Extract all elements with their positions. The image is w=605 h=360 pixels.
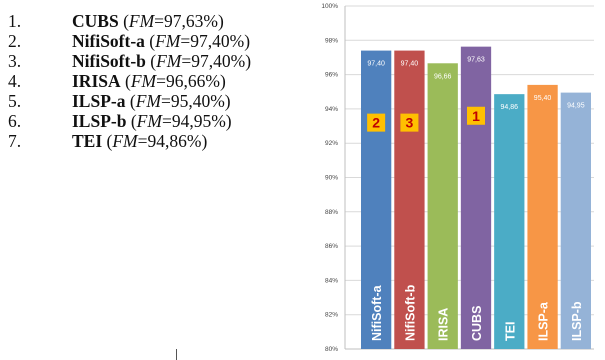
fm-label: FM (136, 111, 162, 131)
open-paren: ( (129, 91, 136, 111)
bar-value-label: 97,63 (467, 57, 485, 64)
rank-number: 7. (8, 131, 22, 151)
rank-number: 2. (8, 31, 22, 51)
bar (527, 84, 558, 349)
bar (427, 63, 458, 349)
fm-value: =94,86% (137, 131, 202, 151)
team-name: CUBS (72, 11, 119, 31)
close-paren: ) (218, 11, 224, 31)
fm-label: FM (156, 51, 182, 71)
rank-badge (367, 113, 386, 132)
close-paren: ) (201, 131, 208, 151)
category-label: NifiSoft-b (403, 284, 417, 341)
team-name: ILSP-a (72, 91, 126, 111)
team-name: ILSP-b (72, 111, 127, 131)
ranking-list: 1. CUBS (FM=97,63%) 2. NifiSoft-a (FM=97,40… (8, 11, 251, 151)
y-tick-label: 98% (325, 37, 338, 44)
rank-badge-number: 1 (472, 108, 480, 124)
y-tick-label: 86% (325, 243, 338, 250)
bar-value-label: 95,40 (534, 95, 552, 102)
bar-value-label: 94,86 (501, 104, 519, 111)
ranking-item: 7. TEI (FM=94,86%) (8, 131, 251, 151)
fm-value: =95,40% (160, 91, 225, 111)
category-label: CUBS (470, 306, 484, 341)
rank-number: 5. (8, 91, 22, 111)
bar (560, 92, 591, 350)
category-label: TEI (503, 322, 517, 341)
fm-label: FM (135, 91, 161, 111)
category-label: ILSP-a (537, 301, 551, 341)
close-paren: ) (219, 71, 226, 91)
category-label: IRISA (437, 308, 451, 341)
bar-value-label: 96,66 (434, 73, 452, 80)
y-tick-label: 80% (325, 346, 338, 353)
open-paren: ( (125, 71, 131, 91)
fm-label: FM (130, 71, 157, 91)
bar (394, 50, 425, 350)
y-tick-label: 92% (325, 140, 338, 147)
y-tick-label: 96% (325, 72, 338, 79)
rank-badge (467, 106, 485, 125)
category-label: NifiSoft-a (370, 284, 384, 341)
open-paren: ( (130, 111, 137, 131)
bar (494, 94, 525, 349)
y-tick-label: 100% (321, 3, 338, 10)
team-name: IRISA (72, 71, 121, 91)
y-tick-label: 94% (325, 106, 338, 113)
fm-label: FM (112, 131, 138, 151)
close-paren: ) (224, 91, 231, 111)
category-label: ILSP-b (570, 301, 584, 341)
ranking-item: 2. NifiSoft-a (FM=97,40%) (8, 31, 251, 51)
fm-value: =94,95% (161, 111, 226, 131)
open-paren: ( (106, 131, 113, 151)
team-name: NifiSoft-a (72, 31, 145, 51)
ranking-item: 4. IRISA (FM=96,66%) (8, 71, 251, 91)
fm-value: =97,63% (154, 11, 218, 31)
ranking-item: 3. NifiSoft-b (FM=97,40%) (8, 51, 251, 71)
bar (361, 50, 392, 350)
y-tick-label: 90% (325, 175, 338, 182)
team-name: TEI (72, 131, 103, 151)
rank-badge (400, 113, 419, 132)
bar-chart: 80% 82% 84% 86% 88% 90% 92% 94% 96% 98% 100% 97,40 N… (321, 3, 594, 353)
open-paren: ( (149, 31, 156, 51)
rank-badge-number: 3 (406, 115, 414, 131)
fm-label: FM (155, 31, 181, 51)
open-paren: ( (150, 51, 157, 71)
bar-value-label: 97,40 (367, 61, 385, 68)
close-paren: ) (244, 31, 251, 51)
fm-label: FM (128, 11, 155, 31)
fm-value: =96,66% (156, 71, 220, 91)
team-name: NifiSoft-b (72, 51, 146, 71)
rank-number: 6. (8, 111, 22, 131)
ranking-item: 5. ILSP-a (FM=95,40%) (8, 91, 251, 111)
ranking-item: 6. ILSP-b (FM=94,95%) (8, 111, 251, 131)
divider-mark (176, 349, 177, 360)
ranking-item: 1. CUBS (FM=97,63%) (8, 11, 251, 31)
y-tick-label: 84% (325, 277, 338, 284)
open-paren: ( (123, 11, 129, 31)
rank-number: 4. (8, 71, 22, 91)
rank-number: 3. (8, 51, 22, 71)
rank-number: 1. (8, 11, 22, 31)
y-tick-label: 82% (325, 312, 338, 319)
fm-value: =97,40% (180, 31, 245, 51)
rank-badge-number: 2 (372, 115, 380, 131)
y-tick-label: 88% (325, 209, 338, 216)
close-paren: ) (225, 111, 232, 131)
bar (460, 46, 492, 349)
close-paren: ) (245, 51, 252, 71)
fm-value: =97,40% (181, 51, 246, 71)
bar-value-label: 94,95 (567, 103, 585, 110)
bar-value-label: 97,40 (401, 61, 419, 68)
